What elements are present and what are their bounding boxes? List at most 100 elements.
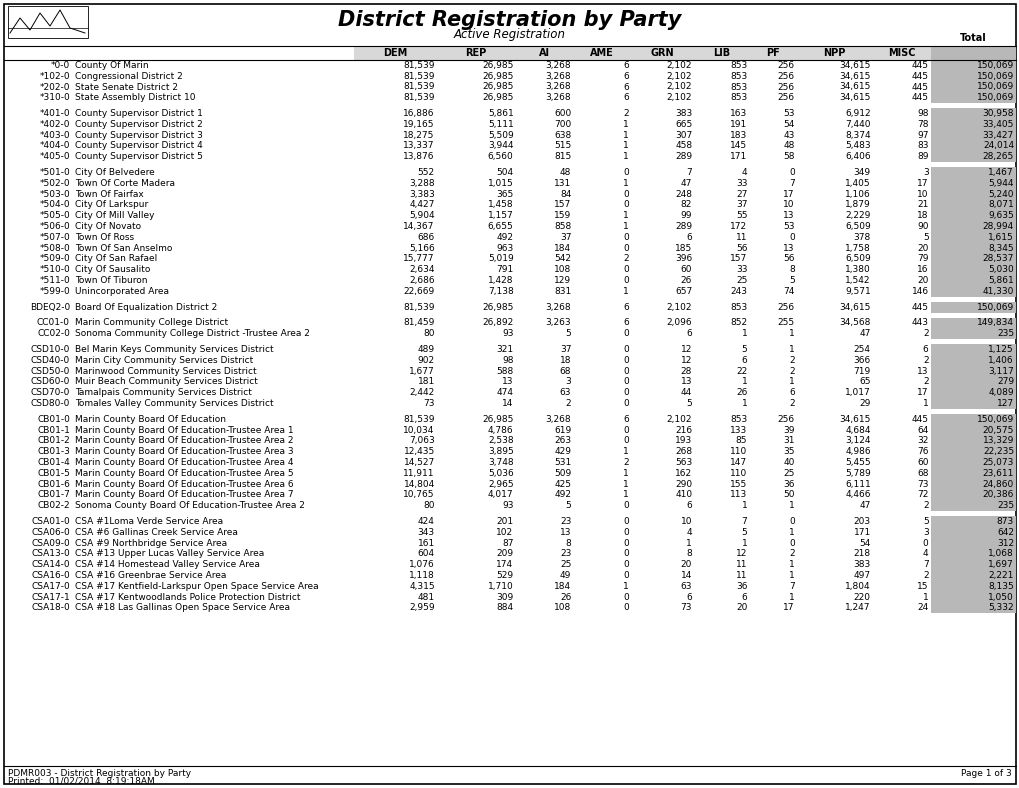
Text: 93: 93	[501, 501, 513, 511]
Bar	[929, 479, 1015, 489]
Text: CSA #13 Upper Lucas Valley Service Area: CSA #13 Upper Lucas Valley Service Area	[75, 549, 264, 559]
Text: 604: 604	[417, 549, 434, 559]
Text: 600: 600	[553, 109, 571, 118]
Text: CB02-2: CB02-2	[38, 501, 70, 511]
Bar	[929, 199, 1015, 210]
Text: *402-0: *402-0	[40, 120, 70, 129]
Text: 150,069: 150,069	[976, 93, 1013, 102]
Text: CSA #16 Greenbrae Service Area: CSA #16 Greenbrae Service Area	[75, 571, 226, 580]
Text: 6: 6	[623, 415, 629, 424]
Text: 24,860: 24,860	[981, 480, 1013, 489]
Text: Town Of Ross: Town Of Ross	[75, 233, 133, 242]
Text: 3: 3	[566, 377, 571, 386]
Text: 497: 497	[853, 571, 870, 580]
Text: 21: 21	[916, 200, 927, 210]
Bar	[929, 603, 1015, 613]
Text: 73: 73	[680, 604, 692, 612]
Text: City Of Larkspur: City Of Larkspur	[75, 200, 148, 210]
Text: 552: 552	[417, 168, 434, 177]
Text: 4,786: 4,786	[487, 426, 513, 435]
Text: 13: 13	[501, 377, 513, 386]
Text: 2,221: 2,221	[987, 571, 1013, 580]
Text: 235: 235	[996, 329, 1013, 338]
Bar	[929, 537, 1015, 548]
Text: CB01-1: CB01-1	[37, 426, 70, 435]
Text: 0: 0	[623, 366, 629, 376]
Text: CB01-0: CB01-0	[37, 415, 70, 424]
Text: 32: 32	[916, 437, 927, 445]
Text: 149,834: 149,834	[976, 318, 1013, 328]
Text: County Supervisor District 2: County Supervisor District 2	[75, 120, 203, 129]
Text: 68: 68	[916, 469, 927, 478]
Text: 445: 445	[911, 61, 927, 70]
Text: 1: 1	[623, 211, 629, 221]
Text: 33: 33	[735, 266, 747, 274]
Text: 5,455: 5,455	[845, 458, 870, 467]
Text: 25: 25	[559, 560, 571, 569]
Text: Marin County Board Of Education: Marin County Board Of Education	[75, 415, 226, 424]
Bar	[929, 265, 1015, 275]
Text: 157: 157	[553, 200, 571, 210]
Text: CSA #6 Gallinas Creek Service Area: CSA #6 Gallinas Creek Service Area	[75, 528, 237, 537]
Text: 28,994: 28,994	[981, 222, 1013, 231]
Text: 171: 171	[730, 152, 747, 162]
Text: 2: 2	[789, 549, 794, 559]
Text: 307: 307	[675, 131, 692, 139]
Text: 3,288: 3,288	[409, 179, 434, 188]
Text: *501-0: *501-0	[39, 168, 70, 177]
Text: Marin County Board Of Education-Trustee Area 3: Marin County Board Of Education-Trustee …	[75, 448, 293, 456]
Text: 181: 181	[417, 377, 434, 386]
Bar	[929, 92, 1015, 103]
Text: 25: 25	[736, 276, 747, 285]
Text: 26,985: 26,985	[482, 61, 513, 70]
Text: 203: 203	[853, 517, 870, 526]
Text: 1: 1	[922, 399, 927, 408]
Text: 20: 20	[736, 604, 747, 612]
Text: 5,904: 5,904	[409, 211, 434, 221]
Text: 5,111: 5,111	[487, 120, 513, 129]
Text: 443: 443	[911, 318, 927, 328]
Text: 161: 161	[417, 539, 434, 548]
Text: 0: 0	[788, 233, 794, 242]
Text: 0: 0	[623, 356, 629, 365]
Text: 18: 18	[559, 356, 571, 365]
Text: 20: 20	[680, 560, 692, 569]
Text: 312: 312	[996, 539, 1013, 548]
Text: 349: 349	[853, 168, 870, 177]
Text: 1,542: 1,542	[845, 276, 870, 285]
Text: 563: 563	[675, 458, 692, 467]
Text: 36: 36	[735, 582, 747, 591]
Text: 853: 853	[730, 61, 747, 70]
Text: 6: 6	[686, 233, 692, 242]
Bar	[929, 60, 1015, 71]
Text: 0: 0	[623, 593, 629, 602]
Text: 9,635: 9,635	[987, 211, 1013, 221]
Text: 7: 7	[741, 517, 747, 526]
Text: 0: 0	[623, 388, 629, 397]
Text: 34,615: 34,615	[839, 93, 870, 102]
Text: 8: 8	[566, 539, 571, 548]
Text: 22,669: 22,669	[404, 287, 434, 296]
Text: 0: 0	[623, 539, 629, 548]
Bar	[929, 446, 1015, 457]
Text: 3,124: 3,124	[845, 437, 870, 445]
Text: 1: 1	[623, 480, 629, 489]
Text: City Of Mill Valley: City Of Mill Valley	[75, 211, 154, 221]
Text: 1,068: 1,068	[987, 549, 1013, 559]
Text: *405-0: *405-0	[40, 152, 70, 162]
Text: CSA06-0: CSA06-0	[32, 528, 70, 537]
Text: County Supervisor District 4: County Supervisor District 4	[75, 142, 203, 151]
Text: 81,539: 81,539	[403, 303, 434, 312]
Bar	[929, 151, 1015, 162]
Text: 1,804: 1,804	[845, 582, 870, 591]
Text: 515: 515	[553, 142, 571, 151]
Text: 162: 162	[675, 469, 692, 478]
Text: 1: 1	[623, 469, 629, 478]
Text: 155: 155	[730, 480, 747, 489]
Text: 2,686: 2,686	[409, 276, 434, 285]
Text: 279: 279	[996, 377, 1013, 386]
Text: 13,876: 13,876	[403, 152, 434, 162]
Text: 445: 445	[911, 72, 927, 80]
Text: 1: 1	[686, 539, 692, 548]
Text: *599-0: *599-0	[39, 287, 70, 296]
